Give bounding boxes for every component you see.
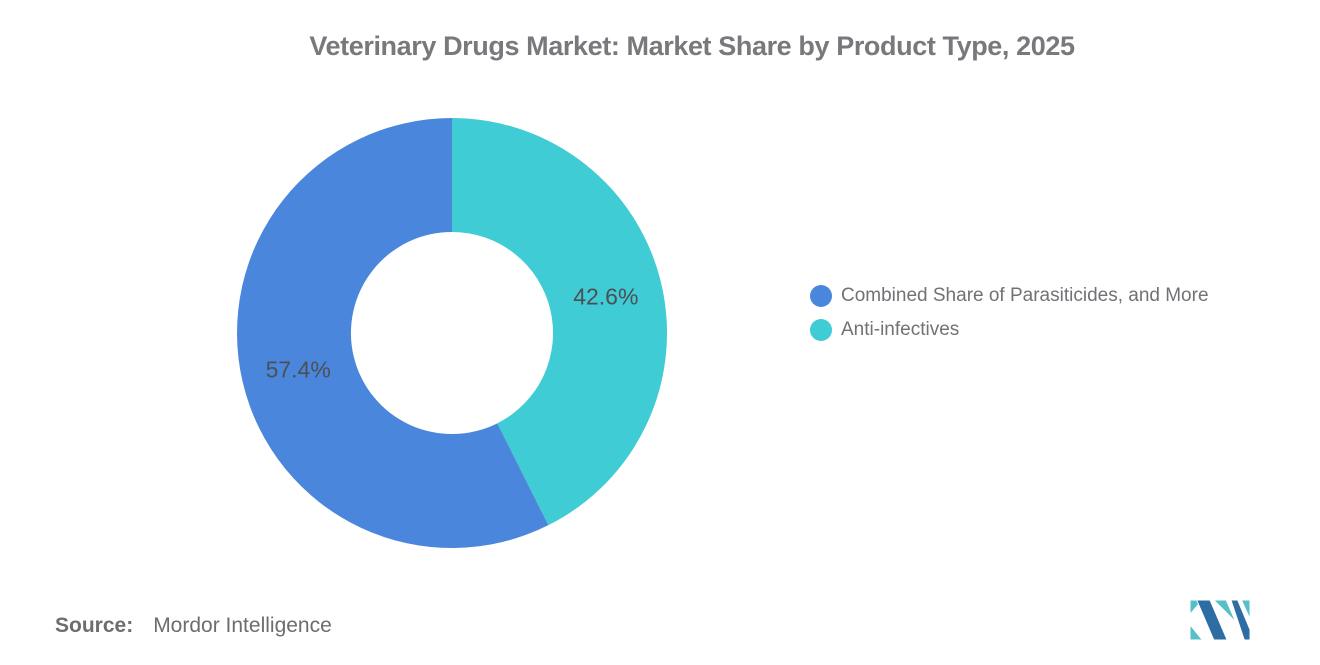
legend-label: Anti-infectives xyxy=(841,319,960,340)
pie-slice-label-1: 42.6% xyxy=(573,284,638,310)
legend: Combined Share of Parasiticides, and Mor… xyxy=(810,284,1209,352)
legend-label: Combined Share of Parasiticides, and Mor… xyxy=(841,285,1209,306)
legend-item-0[interactable]: Combined Share of Parasiticides, and Mor… xyxy=(810,284,1209,308)
donut-chart: 42.6% 57.4% xyxy=(237,118,667,548)
pie-slice-1[interactable] xyxy=(452,118,667,526)
legend-marker-icon xyxy=(810,285,832,307)
logo-shape-blue-right-diagonal xyxy=(1230,600,1250,640)
logo-shape-teal-top-right xyxy=(1240,600,1250,620)
legend-item-1[interactable]: Anti-infectives xyxy=(810,318,1209,342)
source-line: Source: Mordor Intelligence xyxy=(55,614,332,638)
logo-shape-teal-bottom-left xyxy=(1190,624,1203,640)
logo-shape-teal-middle xyxy=(1213,600,1237,623)
logo-shape-blue-left-diagonal xyxy=(1196,600,1228,640)
source-label: Source: xyxy=(55,614,134,637)
chart-title: Veterinary Drugs Market: Market Share by… xyxy=(309,31,1075,61)
source-value: Mordor Intelligence xyxy=(153,614,332,637)
pie-slice-0[interactable] xyxy=(237,118,549,548)
mordor-intelligence-logo xyxy=(1190,600,1250,640)
legend-marker-icon xyxy=(810,319,832,341)
pie-slice-label-0: 57.4% xyxy=(266,356,331,382)
